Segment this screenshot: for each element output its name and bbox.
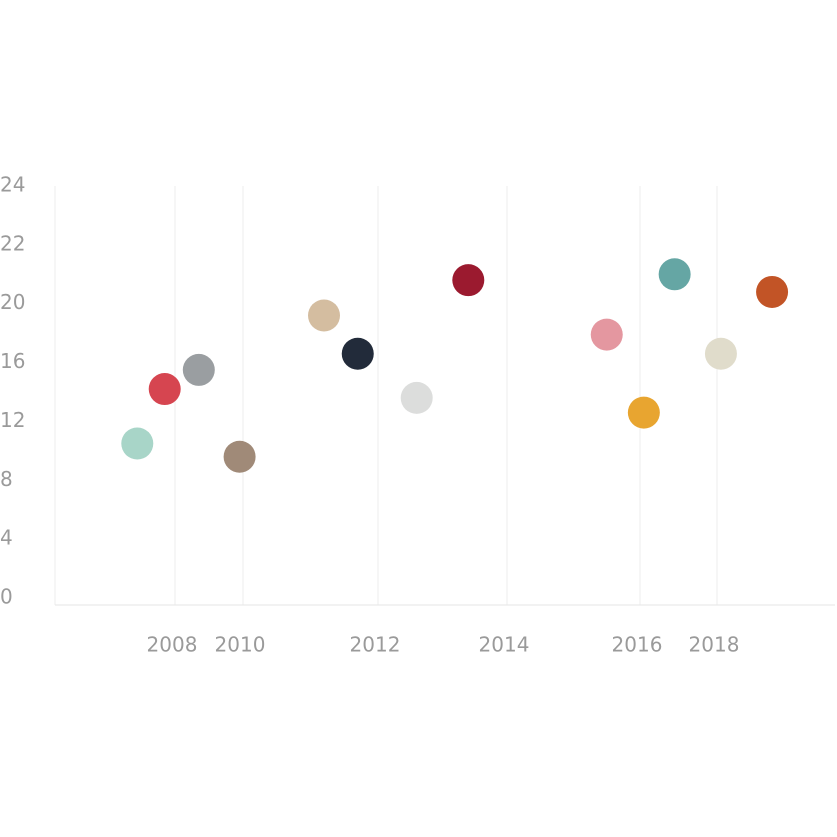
y-tick-label: 8 xyxy=(0,467,13,491)
point xyxy=(590,318,623,351)
y-tick-label: 22 xyxy=(0,231,25,255)
y-tick-label: 0 xyxy=(0,585,13,609)
point xyxy=(627,396,660,429)
y-tick-label: 16 xyxy=(0,349,25,373)
point xyxy=(452,264,485,297)
x-tick-label: 2014 xyxy=(479,633,530,657)
x-tick-label: 2018 xyxy=(689,633,740,657)
point xyxy=(400,381,433,414)
x-tick-label: 2016 xyxy=(612,633,663,657)
point xyxy=(756,275,789,308)
x-tick-label: 2008 xyxy=(147,633,198,657)
y-tick-label: 20 xyxy=(0,290,25,314)
point xyxy=(223,440,256,473)
point xyxy=(121,427,154,460)
point xyxy=(308,299,340,332)
point xyxy=(341,337,374,370)
x-tick-label: 2012 xyxy=(350,633,401,657)
y-tick-label: 4 xyxy=(0,526,13,550)
x-tick-label: 2010 xyxy=(215,633,266,657)
y-tick-label: 24 xyxy=(0,173,25,197)
point xyxy=(148,373,181,406)
point xyxy=(182,353,215,386)
y-tick-label: 12 xyxy=(0,408,25,432)
point xyxy=(704,337,737,370)
point xyxy=(658,258,691,291)
